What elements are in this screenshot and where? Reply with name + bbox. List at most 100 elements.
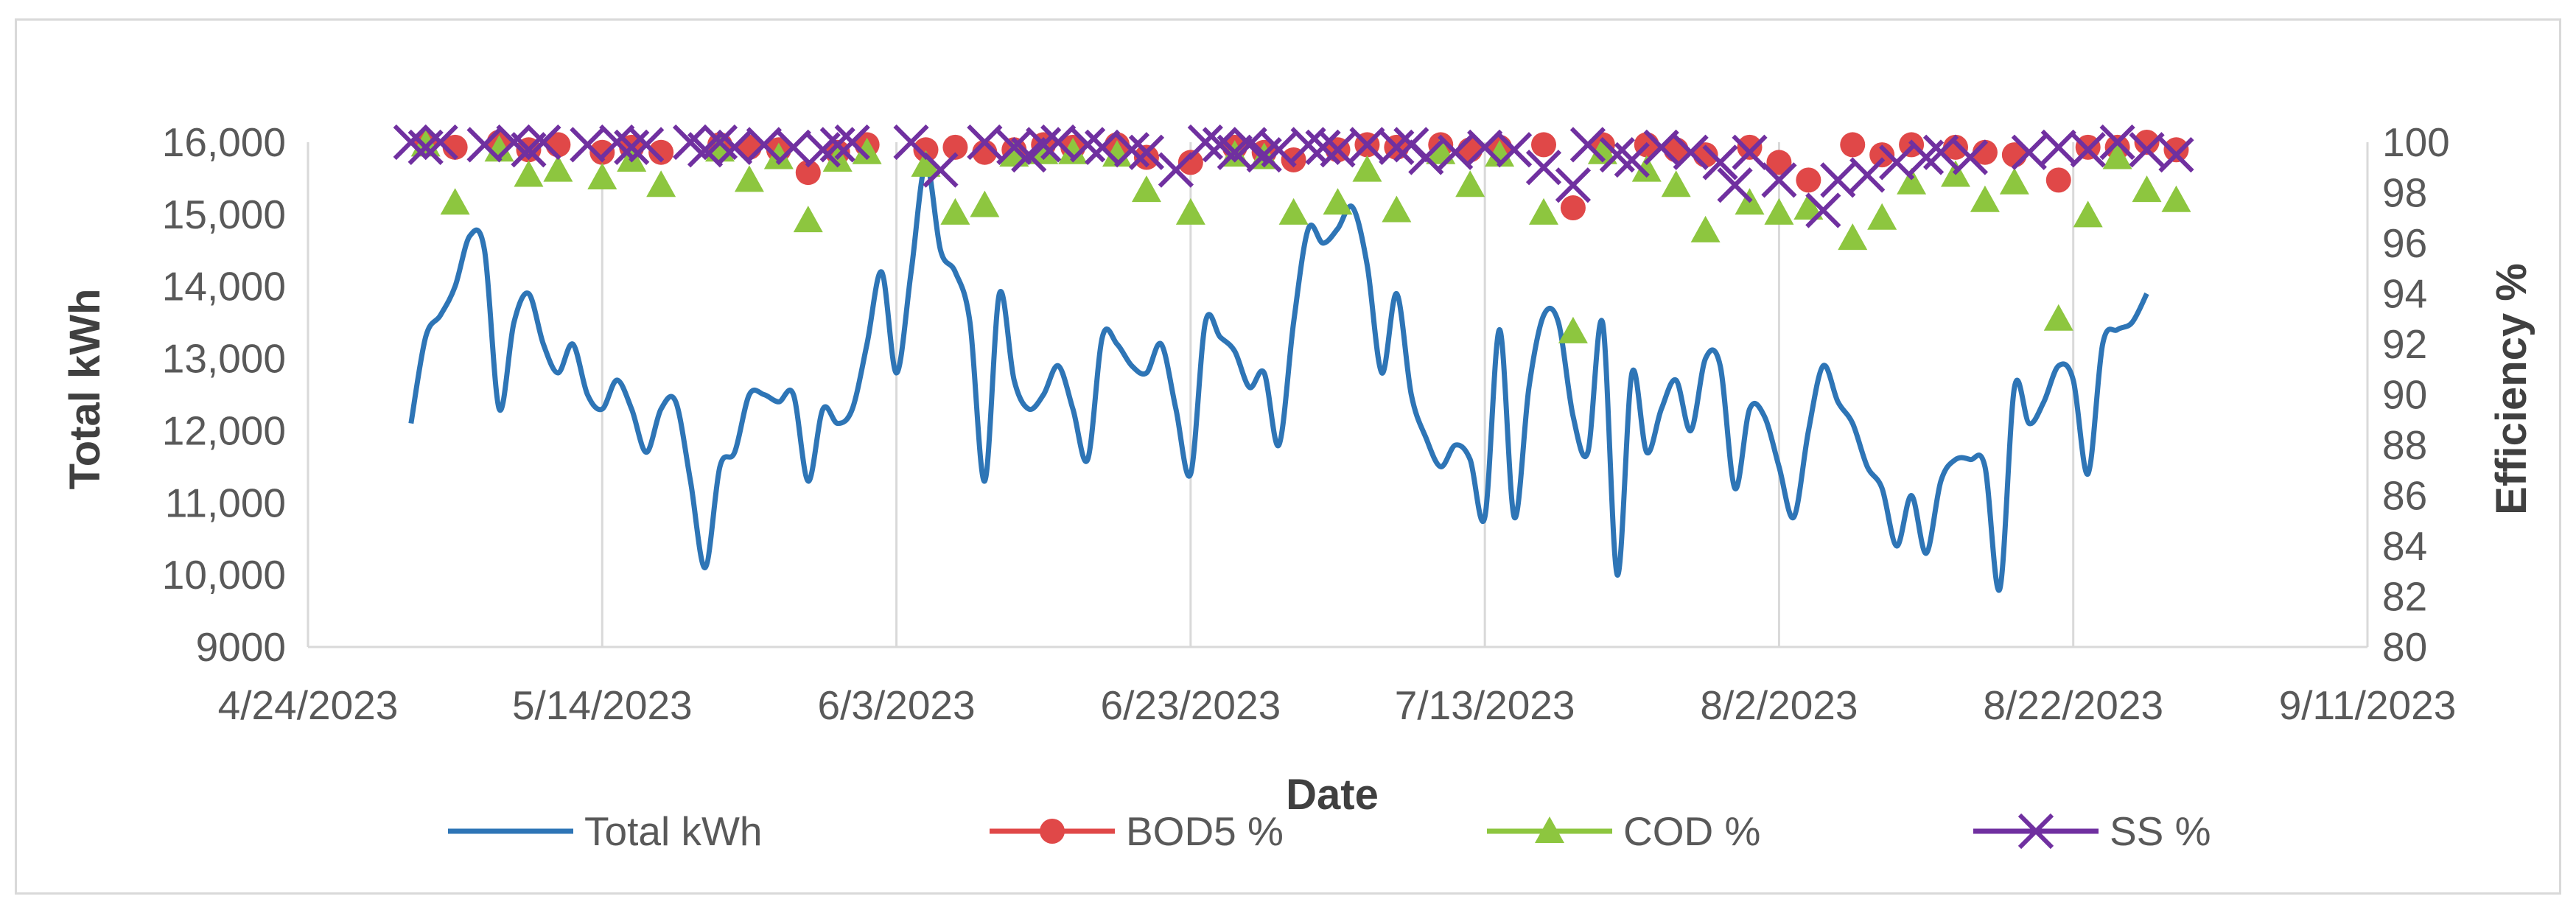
ss-point (775, 129, 811, 165)
cod-point (587, 162, 617, 189)
ss-point (1673, 134, 1709, 170)
ss-point (1525, 150, 1562, 186)
y-left-tick-label: 9000 (196, 624, 286, 670)
y-left-tick-label: 11,000 (165, 480, 286, 525)
ss-point (1702, 144, 1738, 181)
legend-item: Total kWh (448, 808, 762, 854)
cod-point (940, 197, 970, 225)
ss-point (2011, 134, 2047, 170)
ss-point (893, 124, 929, 161)
y-right-tick-label: 88 (2382, 422, 2427, 468)
bod5-point (648, 139, 674, 165)
ss-point (1879, 144, 1915, 181)
cod-point (763, 142, 794, 169)
y-right-tick-label: 100 (2382, 119, 2450, 165)
y-right-tick-label: 90 (2382, 372, 2427, 418)
ss-point (923, 152, 959, 188)
bod5-series (413, 130, 2189, 221)
y-right-tick-label: 94 (2382, 271, 2427, 317)
cod-point (911, 150, 941, 177)
ss-point (1732, 134, 1768, 170)
ss-point (1187, 124, 1223, 161)
ss-point (1349, 127, 1385, 163)
bod5-point (1766, 150, 1792, 175)
x-tick-label: 6/23/2023 (1101, 682, 1281, 728)
gridlines (307, 142, 2369, 647)
axes: 4/24/2023 5/14/2023 6/3/2023 6/23/2023 7/13/… (162, 119, 2457, 728)
ss-point (2070, 132, 2106, 168)
cod-point (646, 170, 676, 197)
x-tick-label: 5/14/2023 (512, 682, 693, 728)
chart-area: 4/24/2023 5/14/2023 6/3/2023 6/23/2023 7/13/… (15, 18, 2561, 895)
bod5-point (2134, 130, 2160, 155)
ss-point (1643, 129, 1679, 165)
cod-point (1278, 197, 1309, 225)
ss-point (1379, 129, 1415, 165)
ss-point (1320, 132, 1356, 168)
x-tick-label: 8/2/2023 (1700, 682, 1858, 728)
cod-point (1058, 137, 1088, 164)
chart-svg: 4/24/2023 5/14/2023 6/3/2023 6/23/2023 7/13/… (61, 119, 2535, 854)
y-left-tick-label: 15,000 (162, 192, 286, 237)
bod5-point (1796, 167, 1821, 193)
y-left-tick-label: 16,000 (162, 119, 286, 165)
ss-point (2129, 132, 2165, 168)
x-tick-label: 6/3/2023 (818, 682, 976, 728)
cod-point (514, 160, 544, 187)
x-tick-label: 7/13/2023 (1395, 682, 1575, 728)
cod-point (1999, 167, 2029, 195)
bod5-point (795, 160, 821, 186)
ss-point (2158, 137, 2194, 173)
legend-label: SS % (2110, 808, 2211, 854)
bod5-point (1840, 132, 1866, 158)
ss-point (1261, 132, 1297, 168)
legend-item: COD % (1487, 808, 1760, 854)
cod-point (2043, 304, 2073, 331)
series (393, 124, 2194, 593)
ss-point (1438, 134, 1474, 170)
bod5-point (2045, 167, 2071, 193)
y-right-tick-label: 84 (2382, 523, 2427, 569)
x-tick-label: 9/11/2023 (2279, 682, 2457, 728)
ss-point (629, 127, 665, 163)
cod-point (1897, 167, 1927, 195)
ss-point (1408, 139, 1444, 175)
ss-point (716, 129, 753, 165)
ss-point (1717, 167, 1753, 203)
legend-marker (1535, 816, 1564, 843)
ss-point (422, 124, 458, 161)
ss-point (614, 129, 650, 165)
legend-item: BOD5 % (990, 808, 1284, 854)
cod-point (440, 188, 470, 215)
cod-point (1175, 197, 1205, 225)
ss-point (834, 124, 870, 161)
y-left-tick-label: 10,000 (162, 552, 286, 598)
y-left-tick-label: 12,000 (162, 407, 286, 453)
cod-point (2161, 185, 2191, 212)
ss-point (746, 127, 783, 163)
ss-point (1069, 127, 1106, 163)
ss-point (1614, 141, 1650, 178)
ss-point (1805, 192, 1841, 228)
x-tick-label: 4/24/2023 (218, 682, 399, 728)
bod5-point (1531, 132, 1556, 158)
cod-point (1867, 203, 1897, 230)
cod-point (2073, 200, 2103, 228)
cod-point (1558, 316, 1588, 343)
ss-point (1761, 162, 1797, 198)
y-right-tick-label: 80 (2382, 624, 2427, 670)
ss-point (2099, 124, 2135, 161)
ss-point (1026, 127, 1062, 163)
ss-point (1569, 127, 1606, 163)
cod-point (1690, 215, 1721, 242)
cod-point (1323, 188, 1353, 215)
cod-point (543, 155, 573, 182)
ss-point (819, 127, 855, 163)
cod-point (2132, 175, 2162, 203)
bod5-point (1560, 195, 1586, 221)
cod-point (970, 190, 1000, 217)
bod5-point (589, 139, 615, 165)
ss-point (1128, 134, 1165, 170)
cod-point (1382, 195, 1412, 223)
cod-point (1661, 170, 1691, 197)
